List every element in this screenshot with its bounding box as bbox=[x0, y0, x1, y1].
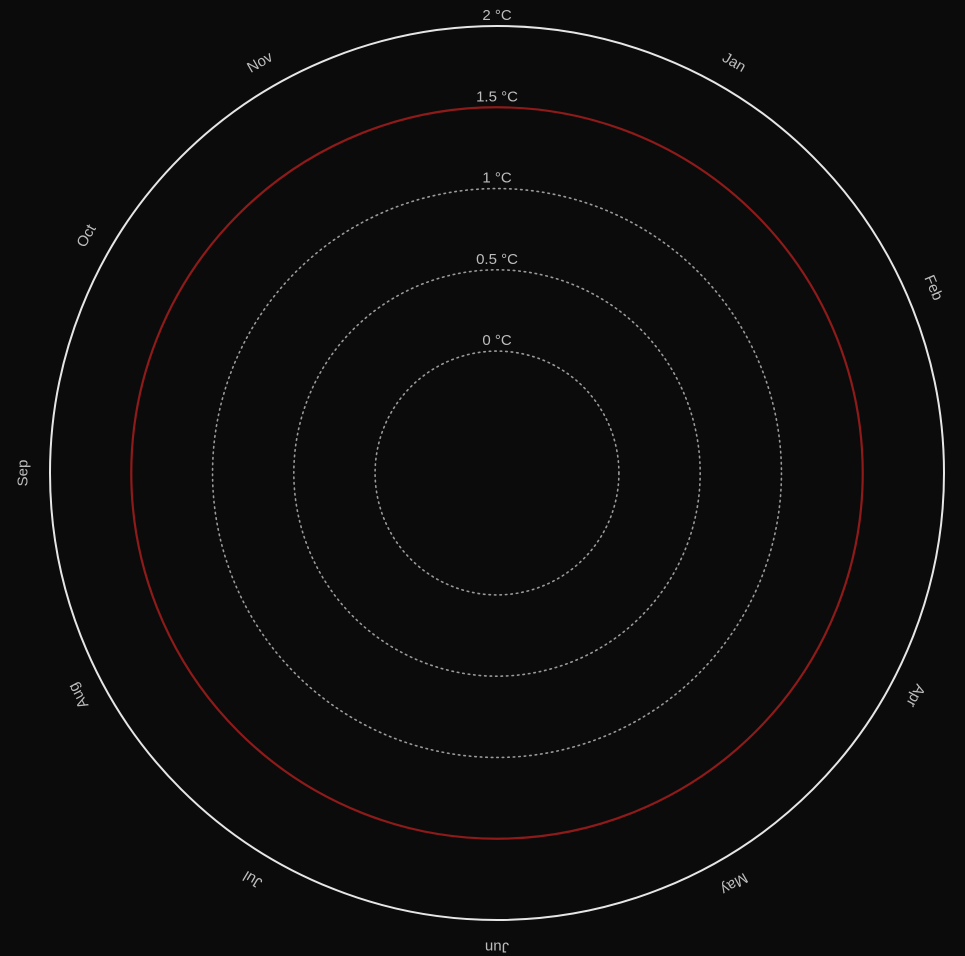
month-label-apr: Apr bbox=[903, 681, 929, 710]
month-label-oct: Oct bbox=[73, 221, 100, 250]
month-label-jun: Jun bbox=[485, 939, 509, 956]
month-label-sep: Sep bbox=[15, 460, 32, 487]
ring-label-1: 1 °C bbox=[482, 170, 512, 187]
dotted-ring-1 bbox=[211, 187, 783, 759]
outer-ring-2c bbox=[49, 25, 945, 921]
dotted-ring-0 bbox=[374, 350, 620, 596]
dotted-ring-0-5 bbox=[293, 269, 701, 677]
ring-label-1-5: 1.5 °C bbox=[476, 88, 518, 105]
month-label-nov: Nov bbox=[244, 48, 276, 76]
month-label-may: May bbox=[717, 869, 750, 898]
ring-label-0-5: 0.5 °C bbox=[476, 251, 518, 268]
month-label-jan: Jan bbox=[719, 49, 748, 76]
month-label-jul: Jul bbox=[240, 867, 265, 891]
threshold-ring-1-5c bbox=[130, 106, 864, 840]
month-label-aug: Aug bbox=[65, 680, 93, 712]
ring-label-0: 0 °C bbox=[482, 332, 512, 349]
ring-label-2: 2 °C bbox=[482, 7, 512, 24]
month-label-feb: Feb bbox=[920, 273, 946, 303]
